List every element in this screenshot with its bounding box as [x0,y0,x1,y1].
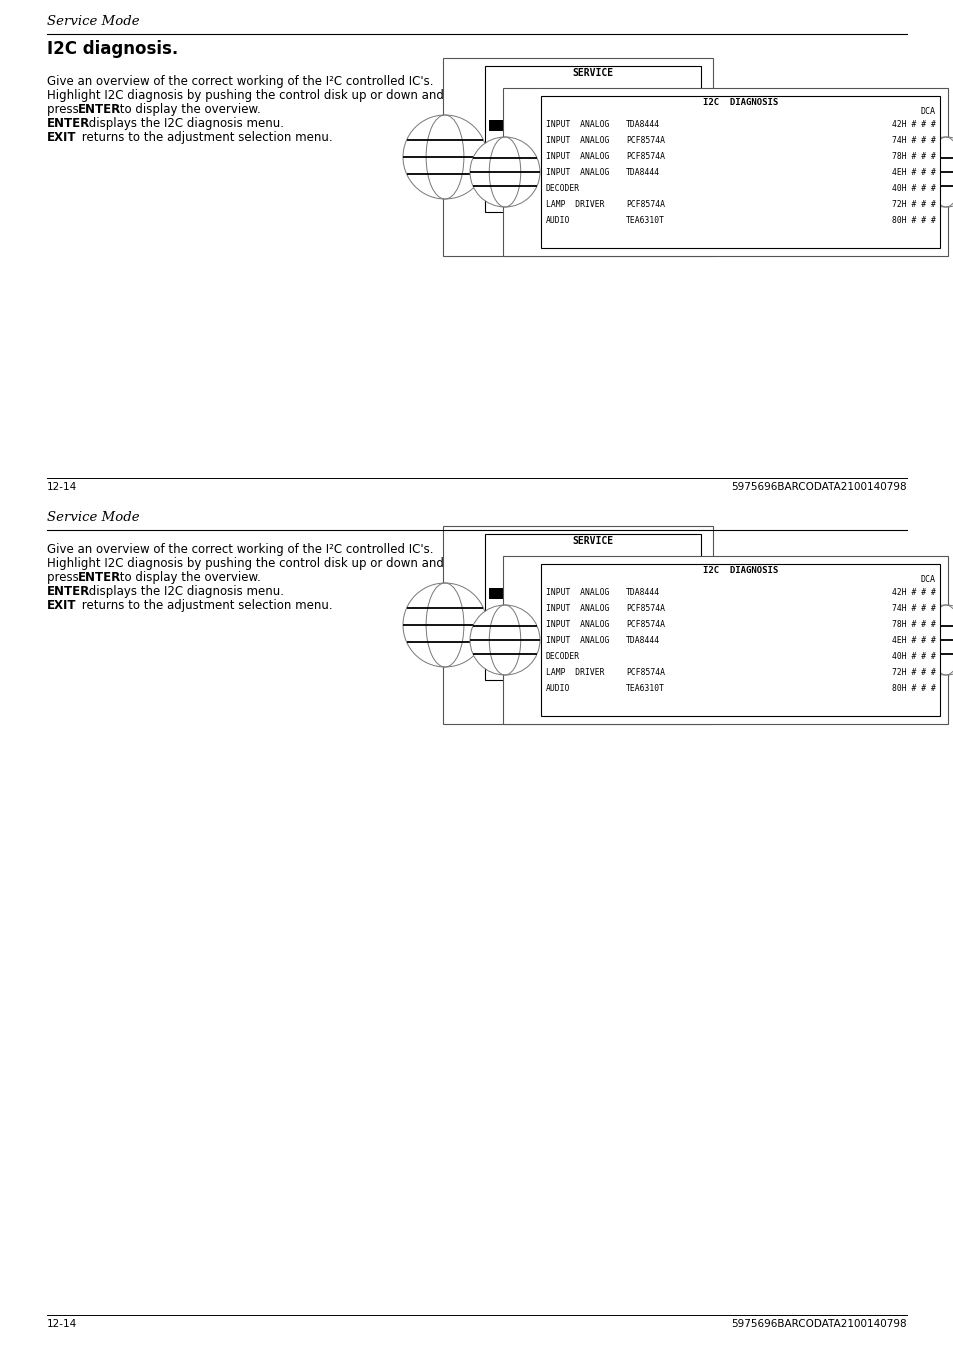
Text: INPUT  ANALOG: INPUT ANALOG [545,168,609,177]
Circle shape [470,136,539,207]
Text: TDA8444: TDA8444 [625,120,659,128]
Text: to display the overview.: to display the overview. [116,103,260,116]
Text: DCA: DCA [920,576,935,584]
Bar [442,58,712,255]
Text: Give an overview of the correct working of the I²C controlled IC's.: Give an overview of the correct working … [47,76,433,88]
Text: returns to the adjustment selection menu.: returns to the adjustment selection menu… [78,598,333,612]
Text: 5975696BARCODATA2100140798: 5975696BARCODATA2100140798 [731,482,906,492]
Text: 80H # # #: 80H # # # [891,216,935,226]
Text: INPUT  ANALOG: INPUT ANALOG [545,604,609,613]
Text: 80H # # #: 80H # # # [891,684,935,693]
Text: LAMP  DRIVER: LAMP DRIVER [545,200,604,209]
Text: TEA6310T: TEA6310T [625,216,664,226]
Text: 75    TERMINATION: 75 TERMINATION [553,100,632,109]
Text: 5975696BARCODATA2100140798: 5975696BARCODATA2100140798 [731,1319,906,1329]
Text: MORE ...: MORE ... [574,132,611,142]
Text: ENTER: ENTER [78,571,121,584]
Text: INPUT  ANALOG: INPUT ANALOG [545,153,609,161]
Text: 42H # # #: 42H # # # [891,120,935,128]
Text: I2C DIAGNOSIS: I2C DIAGNOSIS [560,123,624,132]
Text: 42H # # #: 42H # # # [891,588,935,597]
Circle shape [402,584,486,667]
Text: TDA8444: TDA8444 [625,636,659,644]
Text: EXIT: EXIT [47,131,76,145]
Text: TEA6310T: TEA6310T [625,684,664,693]
Text: DIMMING: DIMMING [577,111,609,120]
Text: Service Mode: Service Mode [47,511,139,524]
Text: TDA8444: TDA8444 [625,168,659,177]
Text: DECODER: DECODER [545,653,579,661]
Circle shape [910,136,953,207]
Text: AUDIO: AUDIO [545,216,570,226]
Bar [489,588,697,598]
Text: PCF8574A: PCF8574A [625,604,664,613]
Text: press: press [47,103,82,116]
Circle shape [470,605,539,676]
Text: I2C diagnosis.: I2C diagnosis. [47,41,178,58]
Text: CHANGE  LANGUAGE: CHANGE LANGUAGE [556,89,629,99]
Text: 4EH # # #: 4EH # # # [891,636,935,644]
Text: press: press [47,571,82,584]
Text: Highlight I2C diagnosis by pushing the control disk up or down and: Highlight I2C diagnosis by pushing the c… [47,557,443,570]
Text: 12-14: 12-14 [47,1319,77,1329]
Text: ENTER: ENTER [78,103,121,116]
Text: Give an overview of the correct working of the I²C controlled IC's.: Give an overview of the correct working … [47,543,433,557]
Text: LAMP  DRIVER: LAMP DRIVER [545,667,604,677]
Bar [484,66,700,212]
Text: PCF8574A: PCF8574A [625,136,664,145]
Text: I2C  DIAGNOSIS: I2C DIAGNOSIS [702,566,778,576]
Text: PCF8574A: PCF8574A [625,667,664,677]
Text: MORE ...: MORE ... [574,601,611,611]
Text: TDA8444: TDA8444 [625,588,659,597]
Text: INPUT  ANALOG: INPUT ANALOG [545,636,609,644]
Text: SERVICE: SERVICE [572,536,613,546]
Text: displays the I2C diagnosis menu.: displays the I2C diagnosis menu. [85,118,284,130]
Text: displays the I2C diagnosis menu.: displays the I2C diagnosis menu. [85,585,284,598]
Bar [502,88,947,255]
Text: 72H # # #: 72H # # # [891,200,935,209]
Text: SERVICE: SERVICE [572,68,613,78]
Text: 78H # # #: 78H # # # [891,620,935,630]
Bar [540,96,939,249]
Text: 40H # # #: 40H # # # [891,653,935,661]
Text: CHANGE  LANGUAGE: CHANGE LANGUAGE [556,557,629,566]
Text: 74H # # #: 74H # # # [891,604,935,613]
Text: 75    TERMINATION: 75 TERMINATION [553,567,632,577]
Circle shape [668,115,752,199]
Text: returns to the adjustment selection menu.: returns to the adjustment selection menu… [78,131,333,145]
Text: 74H # # #: 74H # # # [891,136,935,145]
Text: I2C  DIAGNOSIS: I2C DIAGNOSIS [702,99,778,107]
Text: 72H # # #: 72H # # # [891,667,935,677]
Text: INPUT  ANALOG: INPUT ANALOG [545,588,609,597]
Text: DCA: DCA [920,107,935,116]
Text: AUDIO: AUDIO [545,684,570,693]
Text: EXIT: EXIT [47,598,76,612]
Bar [484,534,700,680]
Circle shape [402,115,486,199]
Text: Highlight I2C diagnosis by pushing the control disk up or down and: Highlight I2C diagnosis by pushing the c… [47,89,443,101]
Text: Service Mode: Service Mode [47,15,139,28]
Text: 4EH # # #: 4EH # # # [891,168,935,177]
Text: to display the overview.: to display the overview. [116,571,260,584]
Circle shape [668,584,752,667]
Text: DECODER: DECODER [545,184,579,193]
Circle shape [910,605,953,676]
Text: 40H # # #: 40H # # # [891,184,935,193]
Text: PCF8574A: PCF8574A [625,153,664,161]
Text: 12-14: 12-14 [47,482,77,492]
Bar [540,563,939,716]
Text: PCF8574A: PCF8574A [625,200,664,209]
Bar [442,526,712,724]
Text: 78H # # #: 78H # # # [891,153,935,161]
Text: INPUT  ANALOG: INPUT ANALOG [545,136,609,145]
Text: INPUT  ANALOG: INPUT ANALOG [545,620,609,630]
Text: INPUT  ANALOG: INPUT ANALOG [545,120,609,128]
Bar [489,120,697,131]
Bar [502,557,947,724]
Text: I2C DIAGNOSIS: I2C DIAGNOSIS [560,590,624,600]
Text: PCF8574A: PCF8574A [625,620,664,630]
Text: ENTER: ENTER [47,585,91,598]
Text: DIMMING: DIMMING [577,580,609,588]
Text: ENTER: ENTER [47,118,91,130]
